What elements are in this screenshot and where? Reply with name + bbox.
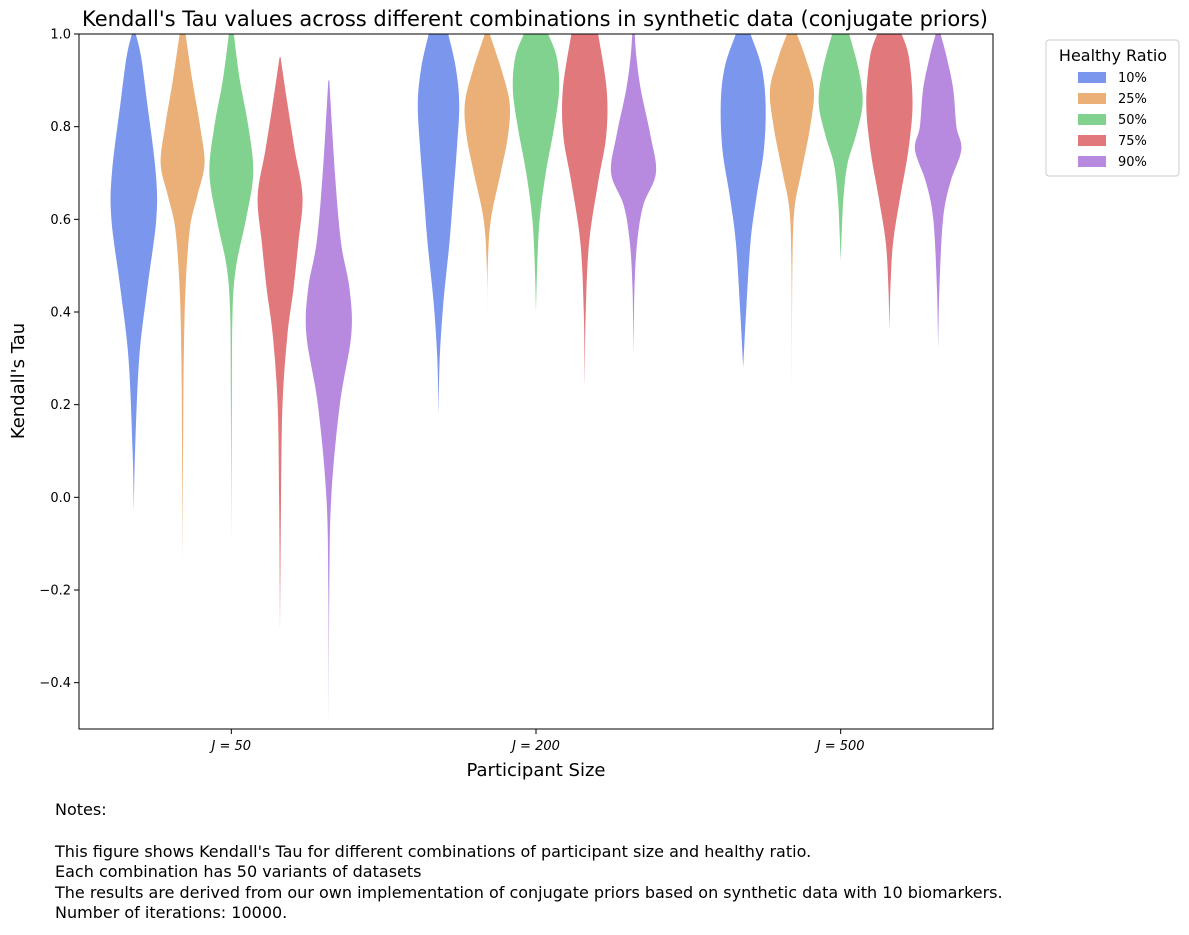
- y-tick-label: 0.0: [50, 491, 71, 506]
- legend-label: 90%: [1118, 155, 1147, 170]
- y-tick-label: −0.2: [39, 584, 71, 599]
- violin-50pct-1: [512, 34, 560, 312]
- x-tick-label: J = 50: [209, 739, 252, 754]
- y-tick-label: 0.4: [50, 306, 71, 321]
- violin-90pct-1: [610, 34, 657, 354]
- legend-title: Healthy Ratio: [1059, 46, 1167, 65]
- violin-10pct-1: [417, 34, 460, 414]
- y-axis: −0.4 −0.2 0.0 0.2 0.4 0.6 0.8 1.0: [39, 28, 79, 691]
- violin-75pct-2: [866, 34, 913, 331]
- x-axis: J = 50 J = 200 J = 500: [209, 729, 865, 754]
- y-tick-label: 0.8: [50, 120, 71, 135]
- notes-line: The results are derived from our own imp…: [55, 882, 1003, 902]
- legend-swatch: [1078, 156, 1106, 167]
- legend-label: 10%: [1118, 71, 1147, 86]
- notes-line: This figure shows Kendall's Tau for diff…: [55, 841, 812, 861]
- notes-heading: Notes:: [55, 800, 107, 819]
- violin-25pct-1: [464, 34, 511, 326]
- y-tick-label: −0.4: [39, 676, 71, 691]
- legend: Healthy Ratio 10% 25% 50% 75% 90%: [1045, 39, 1180, 177]
- notes: Notes: This figure shows Kendall's Tau f…: [55, 800, 1003, 924]
- legend-label: 75%: [1118, 134, 1147, 149]
- violin-10pct-2: [720, 34, 766, 368]
- y-tick-label: 0.6: [50, 213, 71, 228]
- x-axis-label: Participant Size: [466, 760, 605, 781]
- y-axis-label: Kendall's Tau: [8, 323, 29, 439]
- violin-chart: Kendall's Tau values across different co…: [8, 7, 1180, 781]
- legend-label: 50%: [1118, 113, 1147, 128]
- notes-spacer: [55, 821, 1003, 842]
- x-tick-label: J = 500: [814, 739, 865, 754]
- y-tick-label: 1.0: [50, 28, 71, 43]
- violin-75pct-1: [561, 34, 608, 387]
- notes-line: Each combination has 50 variants of data…: [55, 862, 422, 881]
- violin-25pct-0: [160, 34, 205, 563]
- violin-50pct-0: [209, 34, 254, 540]
- y-tick-label: 0.2: [50, 398, 71, 413]
- violin-25pct-2: [769, 34, 815, 382]
- x-tick-label: J = 200: [509, 739, 560, 754]
- legend-swatch: [1078, 72, 1106, 83]
- legend-label: 25%: [1118, 92, 1147, 107]
- violin-10pct-0: [110, 34, 158, 512]
- violin-group: [110, 34, 962, 729]
- violin-90pct-0: [305, 80, 352, 729]
- chart-title: Kendall's Tau values across different co…: [82, 7, 988, 31]
- violin-75pct-0: [257, 57, 303, 632]
- violin-90pct-2: [914, 34, 962, 350]
- notes-line: Number of iterations: 10000.: [55, 903, 288, 922]
- legend-swatch: [1078, 135, 1106, 146]
- violin-50pct-2: [818, 34, 863, 262]
- legend-swatch: [1078, 93, 1106, 104]
- legend-swatch: [1078, 114, 1106, 125]
